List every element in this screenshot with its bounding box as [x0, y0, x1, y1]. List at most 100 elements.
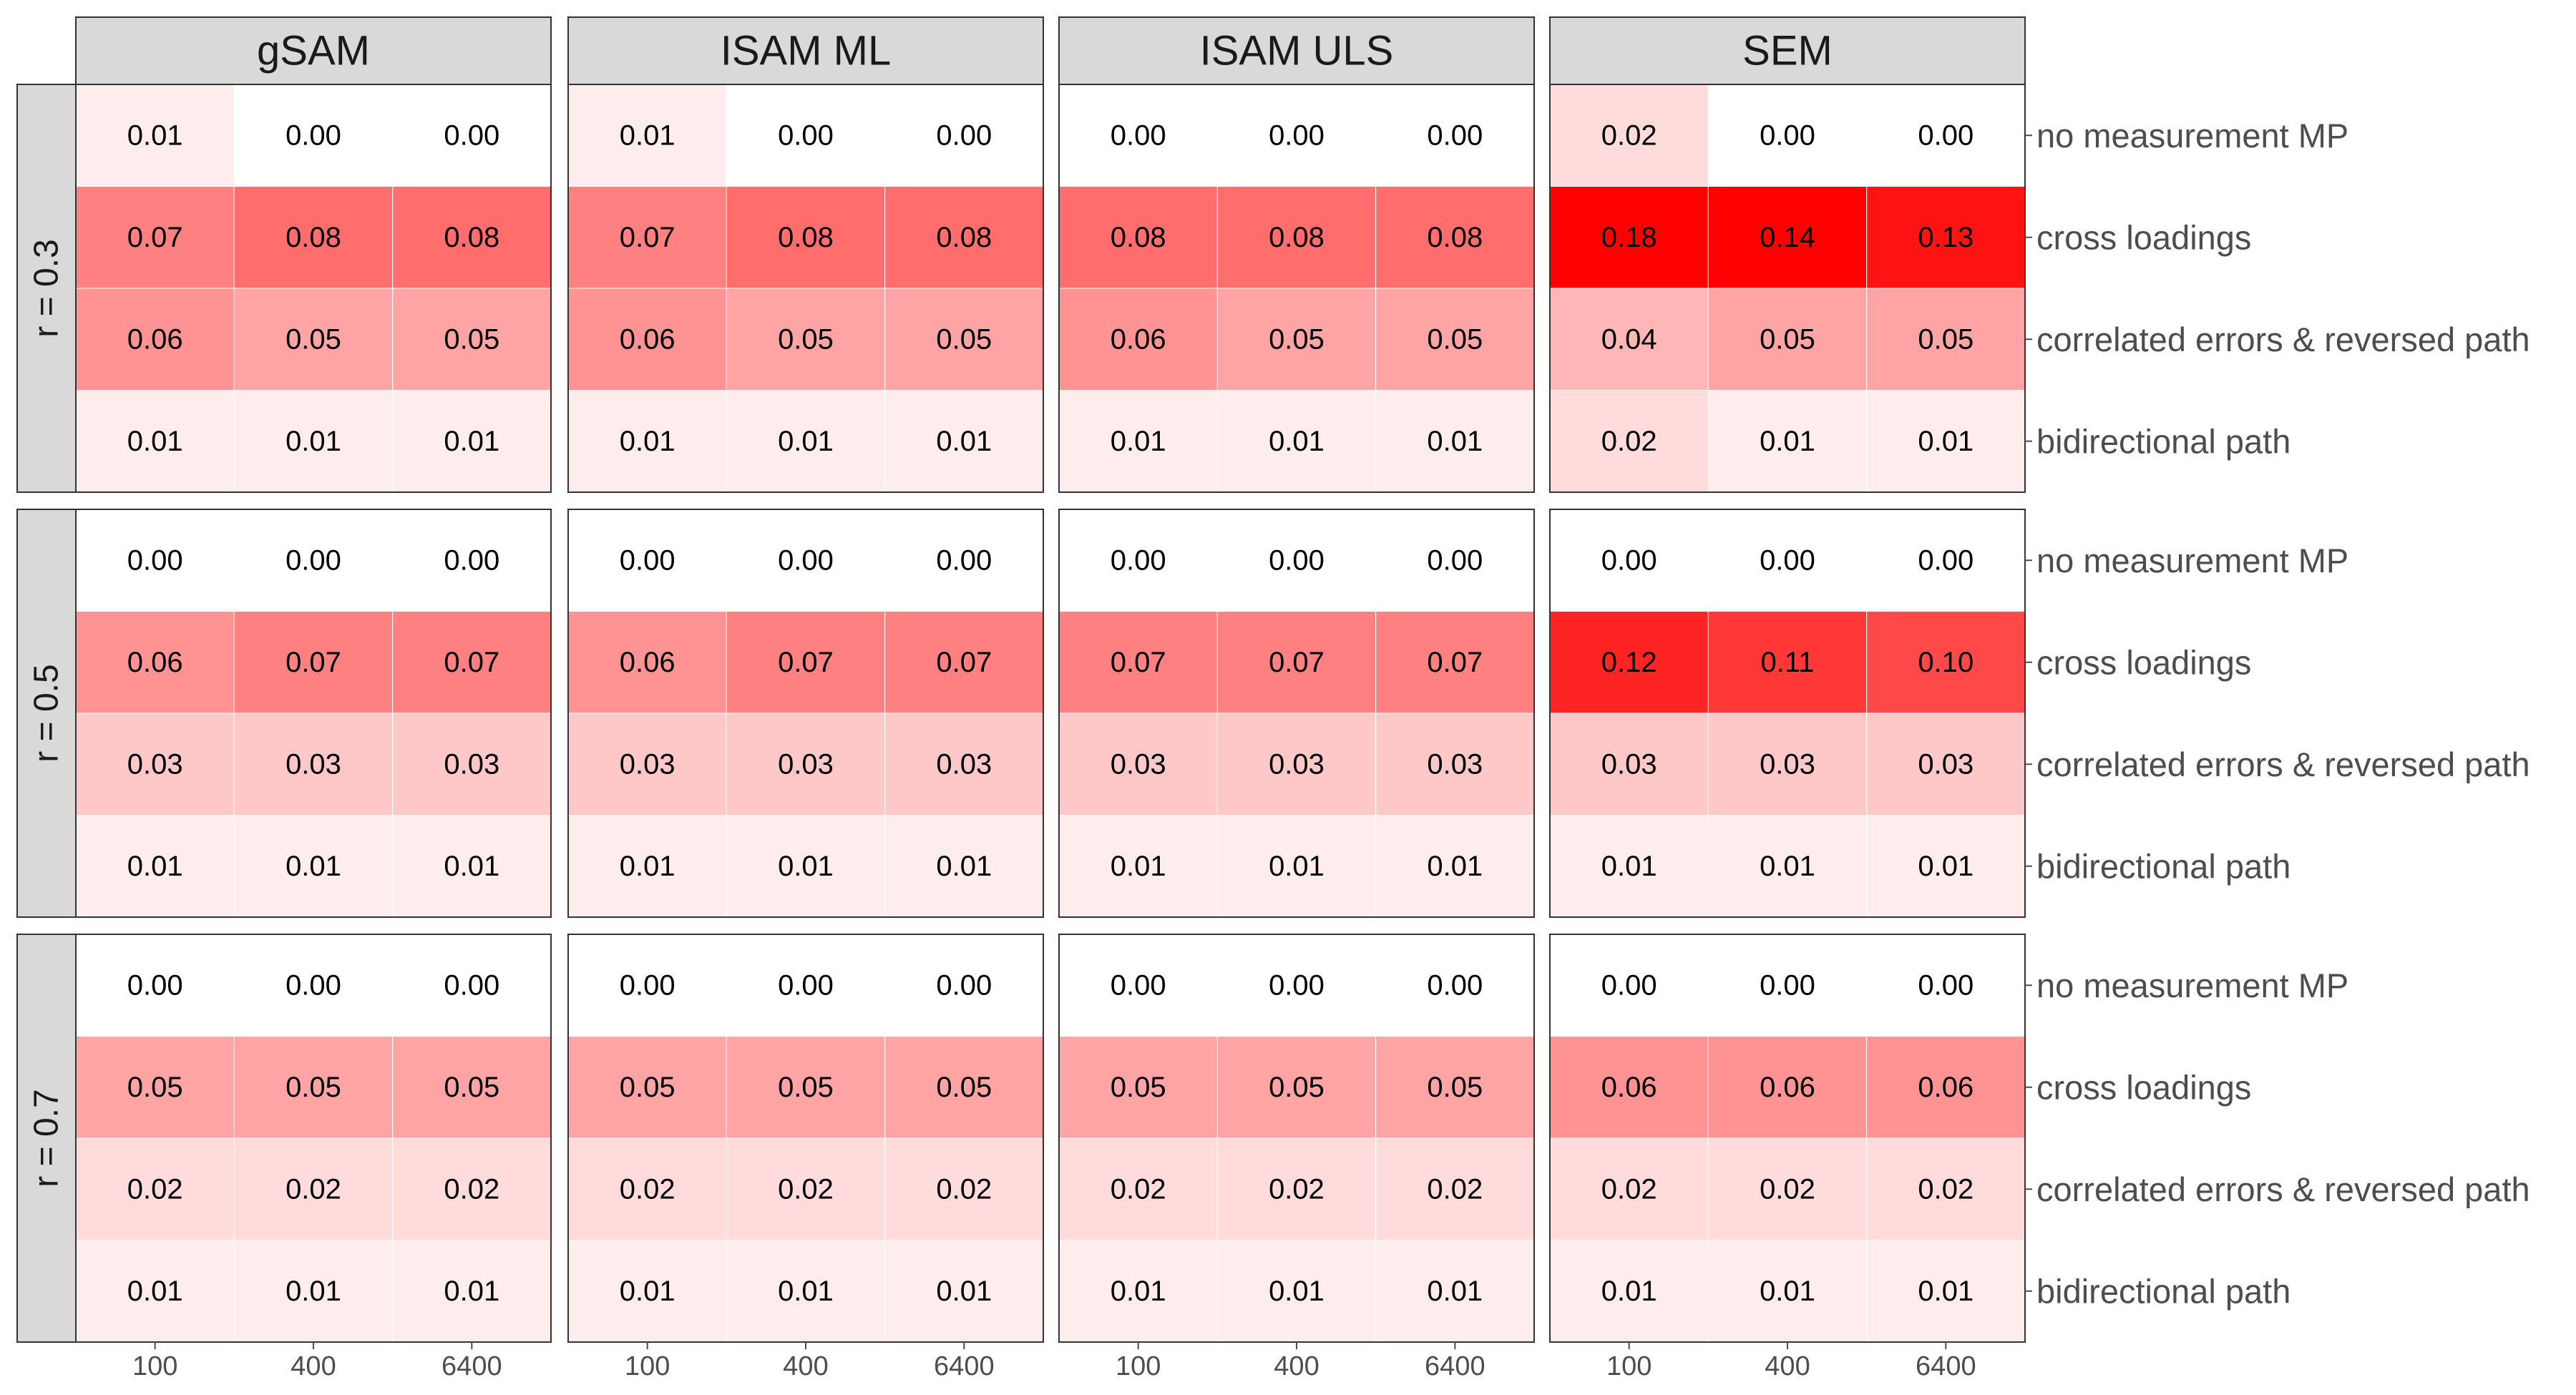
- cell-value-label: 0.02: [1760, 1173, 1815, 1205]
- cell-value-label: 0.03: [127, 748, 183, 780]
- heatmap-cell: [1216, 815, 1377, 918]
- cell-value-label: 0.07: [1269, 647, 1324, 678]
- heatmap-cell: [392, 815, 552, 918]
- cell-value-label: 0.00: [1918, 544, 1974, 576]
- cell-value-label: 0.00: [778, 119, 834, 151]
- cell-value-label: 0.06: [1111, 323, 1166, 355]
- cell-value-label: 0.00: [1111, 119, 1166, 151]
- heatmap-cell: [1058, 186, 1218, 289]
- heatmap-cell: [1216, 186, 1377, 289]
- heatmap-cell: [1549, 288, 1709, 391]
- cell-value-label: 0.00: [1427, 119, 1483, 151]
- heatmap-cell: [1707, 611, 1868, 714]
- heatmap-cell: [726, 84, 886, 187]
- heatmap-cell: [1549, 611, 1709, 714]
- cell-value-label: 0.06: [1918, 1072, 1974, 1103]
- cell-value-label: 0.01: [1111, 851, 1166, 882]
- heatmap-panel: 0.00 0.00 0.00 0.05 0.05 0.05 0.02 0.02 0.02 0.01…: [75, 934, 552, 1343]
- cell-value-label: 0.01: [1427, 851, 1483, 882]
- y-tick-label: correlated errors & reversed path: [2036, 1170, 2530, 1208]
- x-tick-label: 6400: [1425, 1351, 1485, 1381]
- cell-value-label: 0.06: [1760, 1072, 1815, 1103]
- row-strip: [16, 509, 77, 918]
- cell-value-label: 0.06: [620, 647, 675, 678]
- cell-value-label: 0.02: [1601, 426, 1657, 457]
- cell-value-label: 0.00: [778, 969, 834, 1001]
- heatmap-cell: [567, 1137, 727, 1240]
- heatmap-cell: [233, 1036, 394, 1139]
- cell-value-label: 0.01: [1427, 1276, 1483, 1307]
- column-strip: [567, 16, 1044, 85]
- heatmap-cell: [726, 611, 886, 714]
- heatmap-panel: 0.00 0.00 0.00 0.06 0.07 0.07 0.03 0.03 0.03 0.01…: [567, 509, 1044, 918]
- heatmap-cell: [884, 1036, 1044, 1139]
- heatmap-cell: [233, 288, 394, 391]
- heatmap-cell: [567, 611, 727, 714]
- heatmap-cell: [884, 186, 1044, 289]
- heatmap-cell: [726, 186, 886, 289]
- heatmap-cell: [1058, 713, 1218, 816]
- heatmap-cell: [233, 186, 394, 289]
- cell-value-label: 0.07: [1427, 647, 1483, 678]
- heatmap-cell: [75, 390, 235, 493]
- heatmap-cell: [392, 934, 552, 1037]
- heatmap-cell: [1707, 84, 1868, 187]
- column-strip-label: ISAM ULS: [1200, 28, 1394, 74]
- heatmap-cell: [392, 84, 552, 187]
- cell-value-label: 0.07: [620, 222, 675, 253]
- heatmap-cell: [392, 509, 552, 612]
- cell-value-label: 0.01: [1760, 426, 1815, 457]
- y-tick-label: cross loadings: [2036, 1068, 2251, 1106]
- panel-border: [75, 84, 552, 493]
- heatmap-cell: [75, 815, 235, 918]
- cell-value-label: 0.00: [286, 119, 341, 151]
- cell-value-label: 0.05: [936, 1072, 992, 1103]
- cell-value-label: 0.08: [1427, 222, 1483, 253]
- y-tick-label: no measurement MP: [2036, 542, 2348, 579]
- cell-value-label: 0.01: [1601, 1276, 1657, 1307]
- cell-value-label: 0.01: [444, 426, 499, 457]
- cell-value-label: 0.01: [1111, 426, 1166, 457]
- heatmap-cell: [1216, 84, 1377, 187]
- y-tick-label: cross loadings: [2036, 218, 2251, 256]
- panel-border: [1058, 509, 1535, 918]
- heatmap-cell: [233, 1137, 394, 1240]
- heatmap-cell: [392, 186, 552, 289]
- heatmap-cell: [1375, 815, 1535, 918]
- cell-value-label: 0.05: [778, 1072, 834, 1103]
- heatmap-cell: [75, 84, 235, 187]
- heatmap-cell: [233, 84, 394, 187]
- heatmap-cell: [1549, 186, 1709, 289]
- heatmap-cell: [233, 815, 394, 918]
- cell-value-label: 0.00: [620, 969, 675, 1001]
- column-strip-label: ISAM ML: [721, 28, 892, 74]
- cell-value-label: 0.05: [1111, 1072, 1166, 1103]
- heatmap-cell: [1866, 713, 2026, 816]
- cell-value-label: 0.00: [127, 969, 183, 1001]
- x-tick-label: 6400: [1916, 1351, 1976, 1381]
- heatmap-cell: [1866, 84, 2026, 187]
- heatmap-cell: [884, 815, 1044, 918]
- cell-value-label: 0.01: [127, 426, 183, 457]
- cell-value-label: 0.00: [1760, 969, 1815, 1001]
- y-tick-label: bidirectional path: [2036, 422, 2290, 460]
- column-strip-label: gSAM: [257, 28, 370, 74]
- x-tick-label: 400: [783, 1351, 828, 1381]
- cell-value-label: 0.08: [936, 222, 992, 253]
- heatmap-cell: [884, 611, 1044, 714]
- heatmap-cell: [1866, 1240, 2026, 1343]
- heatmap-cell: [726, 1137, 886, 1240]
- cell-value-label: 0.00: [286, 544, 341, 576]
- cell-value-label: 0.06: [127, 647, 183, 678]
- y-tick-label: correlated errors & reversed path: [2036, 320, 2530, 358]
- heatmap-cell: [1707, 934, 1868, 1037]
- cell-value-label: 0.00: [1269, 544, 1324, 576]
- cell-value-label: 0.01: [1760, 1276, 1815, 1307]
- cell-value-label: 0.11: [1761, 647, 1815, 678]
- heatmap-cell: [1866, 1137, 2026, 1240]
- heatmap-cell: [726, 1240, 886, 1343]
- heatmap-cell: [75, 1036, 235, 1139]
- heatmap-cell: [392, 1240, 552, 1343]
- heatmap-cell: [1549, 1137, 1709, 1240]
